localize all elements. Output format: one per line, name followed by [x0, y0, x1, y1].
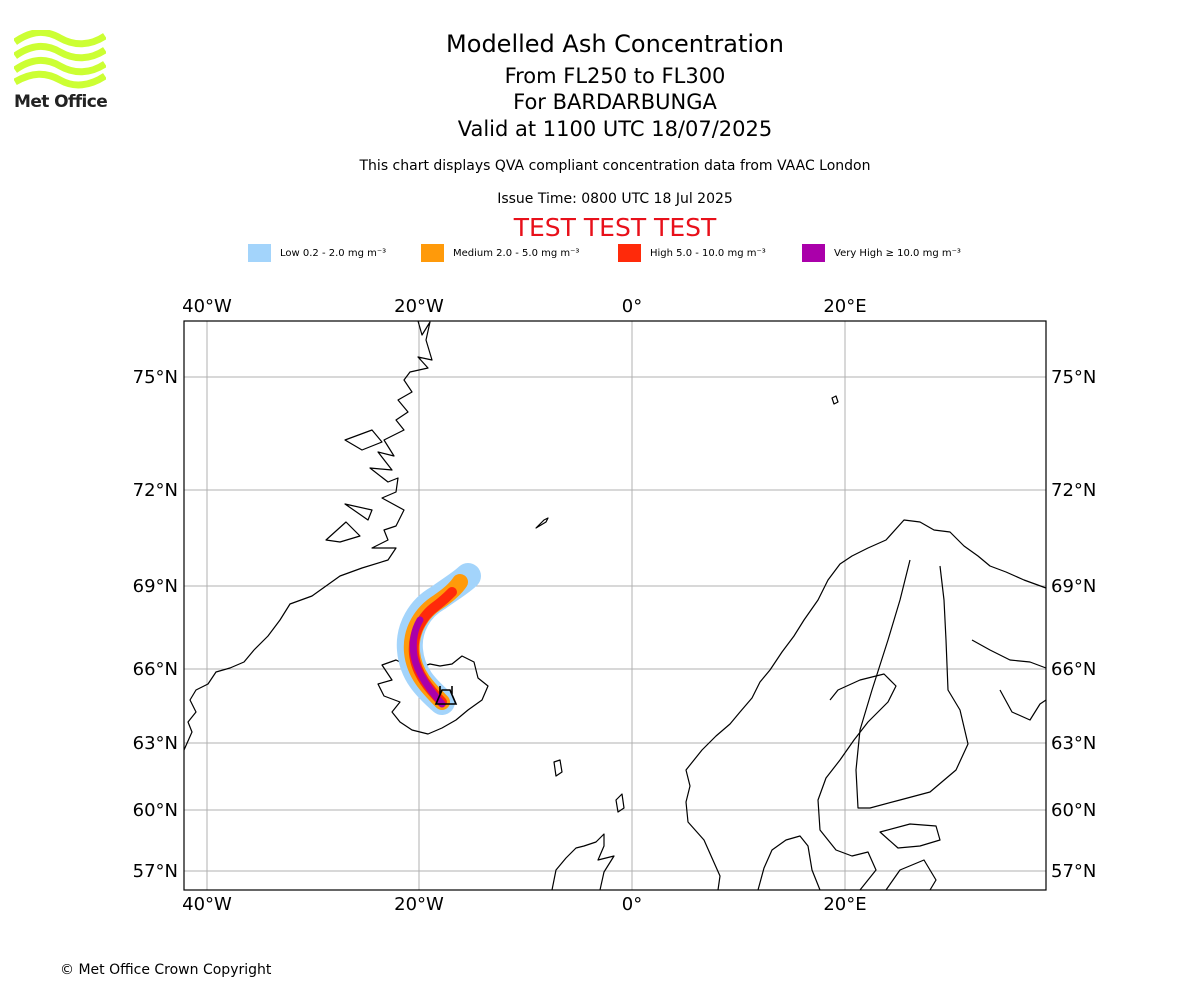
lat-label-right: 66°N [1051, 659, 1096, 680]
lat-label-right: 69°N [1051, 576, 1096, 597]
logo-text: Met Office [14, 92, 108, 112]
lat-labels-right: 75°N 72°N 69°N 66°N 63°N 60°N 57°N [1051, 367, 1096, 882]
chart-title: Modelled Ash Concentration [446, 30, 784, 58]
met-office-logo: Met Office [12, 29, 108, 112]
coastlines [183, 320, 1047, 891]
lat-label-left: 72°N [133, 480, 178, 501]
lat-label-left: 60°N [133, 800, 178, 821]
legend-swatch-very-high [802, 244, 825, 262]
lon-label-bottom: 20°E [823, 894, 866, 915]
met-office-waves-icon [12, 29, 107, 89]
coastline-scotland [551, 833, 615, 891]
coastline-russia [971, 639, 1047, 669]
map-frame [183, 320, 1047, 891]
coastline-baltic [817, 673, 897, 891]
legend-swatch-medium [421, 244, 444, 262]
lat-label-right: 72°N [1051, 480, 1096, 501]
legend-swatch-low [248, 244, 271, 262]
coastline-gulf-finland [879, 823, 941, 849]
lat-labels-left: 75°N 72°N 69°N 66°N 63°N 60°N 57°N [133, 367, 178, 882]
lon-label-top: 0° [622, 296, 642, 317]
lat-label-right: 63°N [1051, 733, 1096, 754]
valid-time: Valid at 1100 UTC 18/07/2025 [457, 117, 773, 141]
lon-label-bottom: 0° [622, 894, 642, 915]
lon-label-bottom: 20°W [394, 894, 444, 915]
lon-labels-bottom: 40°W 20°W 0° 20°E [182, 894, 866, 915]
ash-map: 40°W 20°W 0° 20°E 40°W 20°W 0° 20°E 75°N… [133, 296, 1097, 915]
lon-label-bottom: 40°W [182, 894, 232, 915]
lat-label-right: 57°N [1051, 861, 1096, 882]
legend-item-low: Low 0.2 - 2.0 mg m⁻³ [248, 244, 386, 262]
coastline-shetland [615, 793, 625, 813]
coastline-estonia [885, 859, 937, 891]
map-gridlines [184, 321, 1046, 890]
legend-swatch-high [618, 244, 641, 262]
lat-label-right: 75°N [1051, 367, 1096, 388]
legend-label-very-high: Very High ≥ 10.0 mg m⁻³ [834, 247, 961, 259]
volcano-icon [434, 686, 458, 705]
coastline-greenland [183, 320, 433, 751]
data-source-note: This chart displays QVA compliant concen… [359, 158, 871, 174]
flight-level-range: From FL250 to FL300 [504, 64, 726, 88]
lon-label-top: 40°W [182, 296, 232, 317]
lat-label-left: 63°N [133, 733, 178, 754]
coastline-faroe [553, 759, 563, 777]
lon-label-top: 20°E [823, 296, 866, 317]
lat-label-left: 66°N [133, 659, 178, 680]
ash-very-high [409, 616, 446, 708]
lat-label-left: 57°N [133, 861, 178, 882]
ash-plume [396, 563, 481, 715]
legend-item-medium: Medium 2.0 - 5.0 mg m⁻³ [421, 244, 579, 262]
coastline-greenland-islet [344, 503, 373, 521]
legend-item-high: High 5.0 - 10.0 mg m⁻³ [618, 244, 766, 262]
volcano-name: For BARDARBUNGA [513, 90, 717, 114]
legend-label-high: High 5.0 - 10.0 mg m⁻³ [650, 247, 766, 259]
coastline-jan-mayen [535, 517, 549, 529]
coastline-white-sea [999, 689, 1047, 721]
copyright-notice: © Met Office Crown Copyright [60, 962, 272, 978]
lon-label-top: 20°W [394, 296, 444, 317]
coastline-norway [685, 519, 1047, 891]
coastline-finland-border [855, 559, 969, 809]
issue-time: Issue Time: 0800 UTC 18 Jul 2025 [497, 191, 733, 207]
lat-label-left: 69°N [133, 576, 178, 597]
legend-label-medium: Medium 2.0 - 5.0 mg m⁻³ [453, 247, 580, 259]
coastline-bear-island [831, 395, 839, 405]
test-banner: TEST TEST TEST [513, 213, 717, 242]
lon-labels-top: 40°W 20°W 0° 20°E [182, 296, 866, 317]
coastline-sweden-south [757, 835, 821, 891]
lat-label-left: 75°N [133, 367, 178, 388]
legend-item-very-high: Very High ≥ 10.0 mg m⁻³ [802, 244, 961, 262]
coastline-greenland-fjord [344, 429, 383, 451]
lat-label-right: 60°N [1051, 800, 1096, 821]
legend-label-low: Low 0.2 - 2.0 mg m⁻³ [280, 247, 387, 259]
coastline-greenland-inlet [325, 521, 361, 543]
